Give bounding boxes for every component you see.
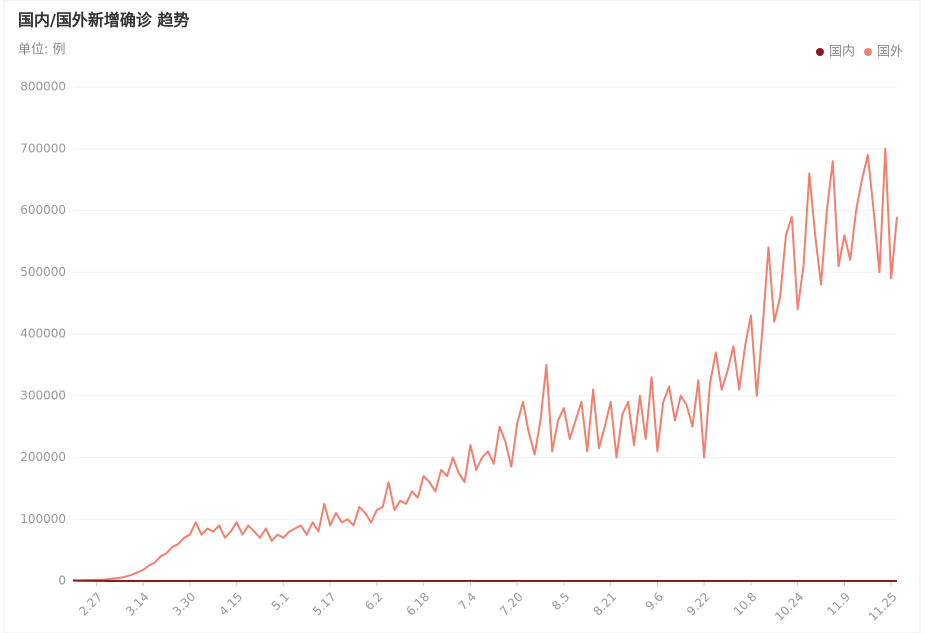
card: [3, 0, 921, 633]
series-line: [73, 147, 898, 582]
y-tick-label: 400000: [20, 327, 66, 341]
y-tick-label: 700000: [20, 141, 66, 155]
y-tick-label: 800000: [20, 80, 66, 94]
legend-marker: [815, 48, 824, 56]
legend-label: 国内: [829, 44, 855, 60]
y-tick-label: 0: [58, 574, 66, 588]
y-tick-label: 600000: [20, 203, 66, 217]
y-tick-label: 500000: [20, 265, 66, 279]
chart-title: 国内/国外新增确诊 趋势: [18, 11, 189, 30]
y-tick-label: 300000: [20, 388, 66, 402]
chart-subtitle: 单位: 例: [18, 43, 66, 58]
y-tick-label: 100000: [20, 512, 66, 526]
legend-label: 国外: [877, 45, 903, 60]
y-tick-label: 200000: [20, 450, 66, 464]
legend-marker: [863, 48, 872, 56]
